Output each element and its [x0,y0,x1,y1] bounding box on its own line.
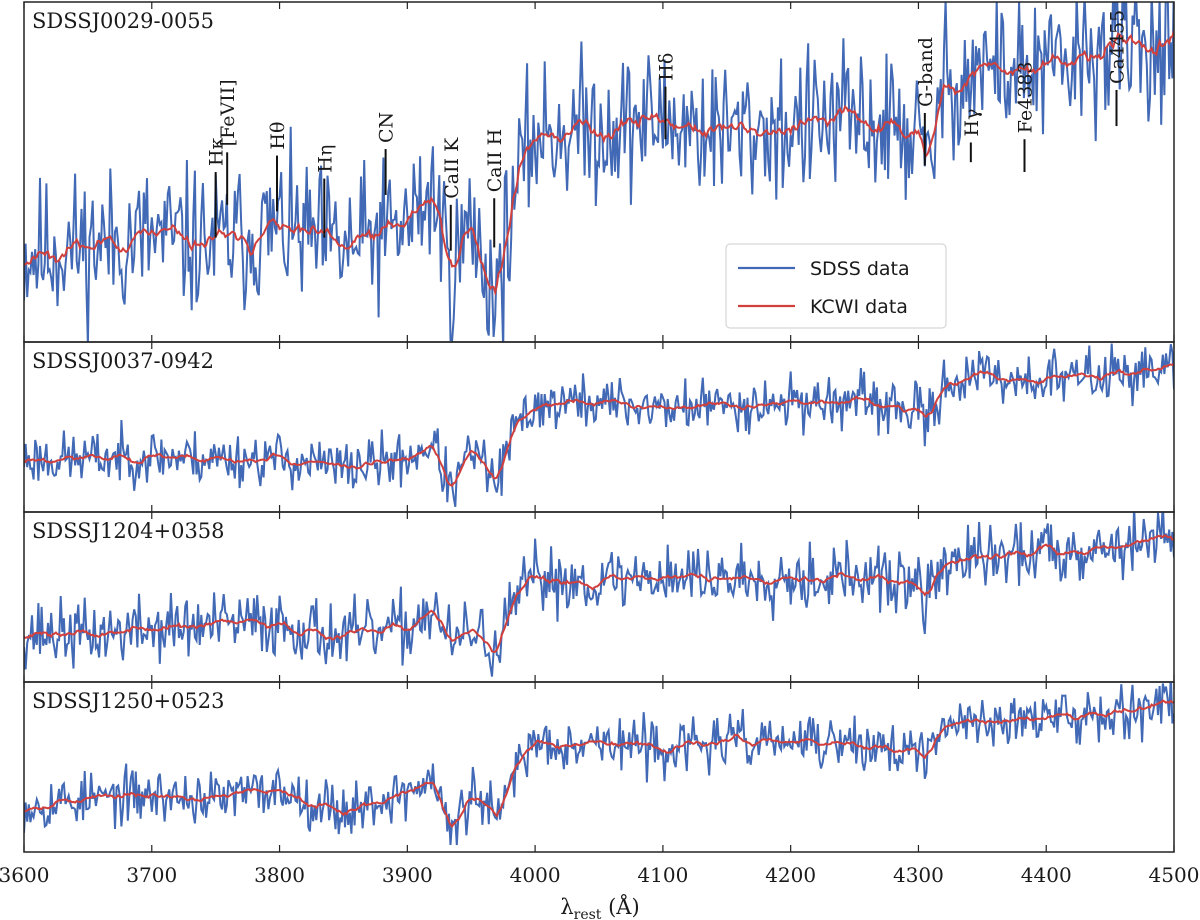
line-marker-label: [FeVII] [217,79,239,146]
x-tick-label: 4400 [1021,863,1072,887]
line-marker-label: Hη [314,145,336,173]
panel-4: SDSSJ1250+0523 [23,681,1175,853]
x-axis-label-symbol: λ [560,895,573,919]
line-marker-label: CN [376,112,398,143]
line-marker-label: Hκ [206,137,228,166]
panel-title: SDSSJ0037-0942 [32,349,214,373]
panel-title: SDSSJ0029-0055 [32,9,214,33]
x-tick-label: 3600 [0,863,49,887]
x-tick-label: 4100 [637,863,688,887]
x-axis-label-unit: (Å) [601,894,639,919]
x-tick-label: 4500 [1149,863,1200,887]
line-markers: Hκ[FeVII] Hθ Hη CN CaII K CaII H Hδ G-band Hγ Fe4… [206,10,1129,251]
legend: SDSS data KCWI data [725,243,947,329]
x-tick-label: 3900 [382,863,433,887]
panel-frame [23,681,1175,853]
x-axis-label: λrest (Å) [560,894,639,920]
x-tick-label: 4000 [510,863,561,887]
panel-3: SDSSJ1204+0358 [23,511,1175,683]
sdss-spectrum-line [24,682,1174,846]
x-tick-label: 4200 [765,863,816,887]
panel-1: SDSSJ0029-0055 [23,1,1175,343]
line-marker-label: Fe4383 [1015,61,1037,133]
legend-label-kcwi: KCWI data [810,296,908,318]
line-marker-label: Hγ [961,109,983,137]
sdss-spectrum-line [24,343,1174,507]
line-marker-label: Ca4455 [1107,10,1129,84]
x-axis-label-subscript: rest [574,907,602,920]
panel-title: SDSSJ1204+0358 [32,519,225,543]
x-tick-label: 3800 [254,863,305,887]
kcwi-spectrum-line [24,362,1174,488]
x-axis: 3600 3700 3800 3900 4000 4100 4200 4300 4400 4500 [0,863,1199,887]
x-tick-label: 3700 [126,863,177,887]
line-marker-label: CaII K [441,137,463,199]
panel-title: SDSSJ1250+0523 [32,689,225,713]
kcwi-spectrum-line [24,534,1174,654]
x-tick-label: 4300 [893,863,944,887]
panel-2: SDSSJ0037-0942 [23,341,1175,513]
line-marker-label: Hδ [655,53,677,81]
legend-label-sdss: SDSS data [810,258,910,280]
kcwi-spectrum-line [24,699,1174,829]
sdss-spectrum-line [24,2,1174,342]
line-marker-label: Hθ [267,122,289,150]
line-marker-label: CaII H [484,129,506,193]
line-marker-label: G-band [915,37,937,107]
panels-layer: SDSSJ0029-0055 SDSSJ0037-0942 SDSSJ1204+03… [23,1,1175,853]
